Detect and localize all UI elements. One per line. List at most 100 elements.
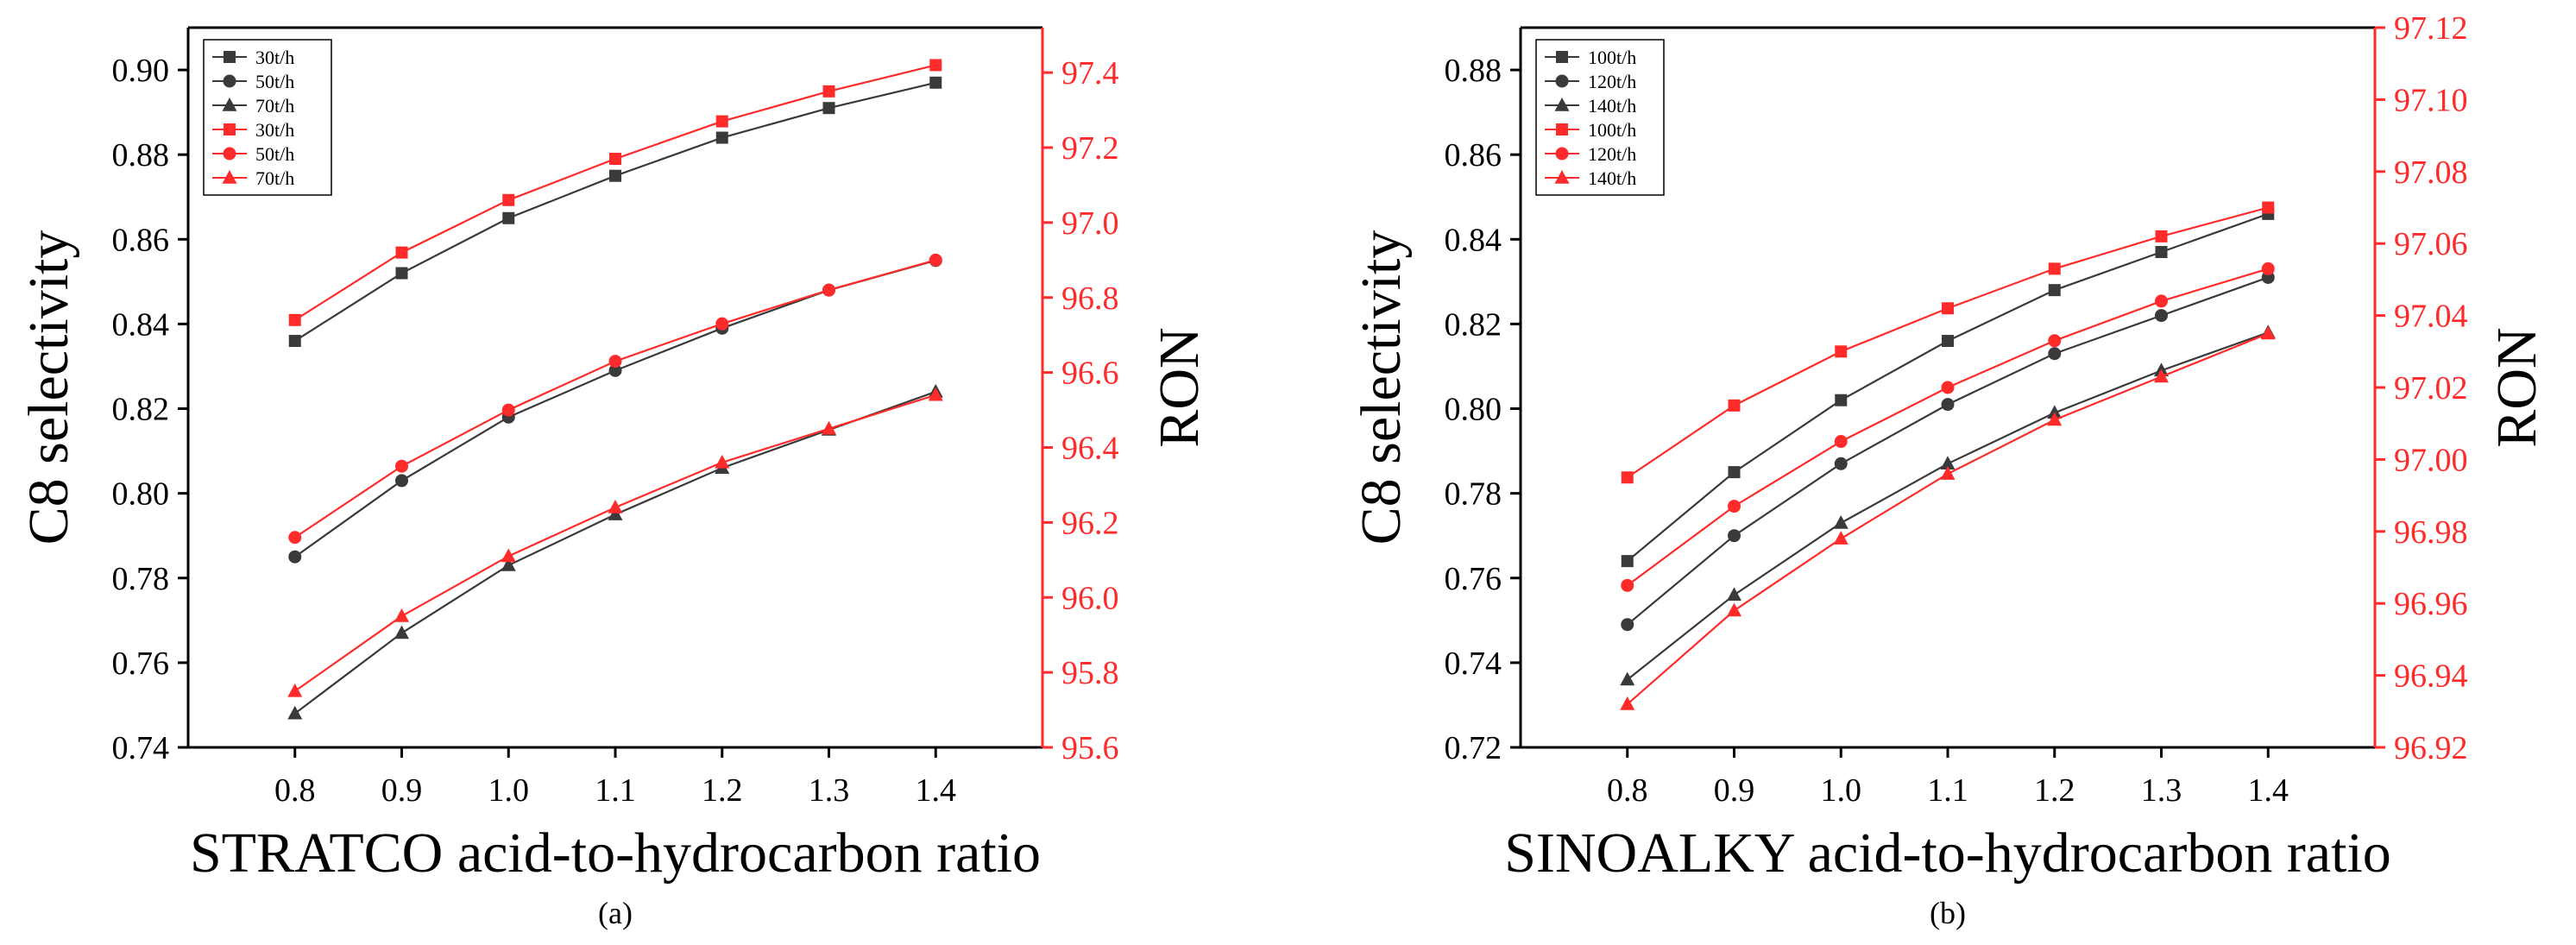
data-point: [2048, 284, 2061, 297]
data-point: [715, 454, 730, 469]
y-axis-title: C8 selectivity: [17, 230, 80, 545]
legend-marker: [1555, 147, 1569, 161]
x-tick-label: 1.3: [2141, 772, 2182, 809]
legend-box: [203, 39, 332, 196]
y2-tick-label: 96.2: [1061, 505, 1119, 541]
data-point: [1728, 529, 1741, 543]
y2-axis-title: RON: [2485, 327, 2548, 447]
data-point: [2261, 261, 2275, 275]
x-tick-label: 1.2: [2034, 772, 2075, 809]
data-point: [1728, 466, 1741, 479]
y-tick-label: 0.74: [112, 730, 170, 766]
y-tick-label: 0.76: [112, 646, 170, 682]
y-tick-label: 0.82: [1445, 306, 1502, 343]
x-tick-label: 1.2: [702, 772, 743, 809]
legend-marker: [1554, 98, 1570, 111]
y2-tick-label: 97.4: [1061, 55, 1119, 91]
legend-box: [1535, 39, 1665, 196]
x-tick-label: 0.8: [1607, 772, 1648, 809]
y-tick-label: 0.84: [112, 306, 170, 343]
data-point: [929, 59, 942, 72]
data-point: [395, 246, 408, 259]
y2-axis-title: RON: [1148, 327, 1211, 447]
data-point: [502, 193, 515, 206]
data-point: [2047, 405, 2063, 419]
legend-marker: [1556, 123, 1568, 135]
legend-marker: [1554, 170, 1570, 184]
y-tick-label: 0.82: [112, 392, 170, 428]
y2-tick-label: 96.98: [2394, 514, 2468, 551]
data-point: [928, 387, 943, 401]
data-point: [929, 76, 942, 89]
data-point: [1940, 466, 1956, 480]
data-point: [822, 420, 836, 435]
data-point: [715, 317, 729, 331]
y2-tick-label: 96.6: [1061, 356, 1119, 392]
data-point: [715, 115, 728, 128]
legend-marker: [224, 123, 236, 135]
y2-tick-label: 96.4: [1061, 431, 1119, 467]
y-tick-label: 0.72: [1445, 730, 1502, 766]
legend-label: 140t/h: [1588, 95, 1636, 117]
x-tick-label: 1.4: [916, 772, 957, 809]
legend-label: 120t/h: [1588, 143, 1636, 165]
data-point: [929, 253, 942, 267]
legend-label: 30t/h: [255, 47, 294, 68]
series-line-right-70t/h: [294, 394, 936, 692]
y-axis-title: C8 selectivity: [1350, 230, 1413, 545]
data-point: [608, 507, 623, 520]
data-point: [2048, 347, 2062, 361]
y2-tick-label: 97.12: [2394, 10, 2468, 47]
data-point: [1942, 302, 1954, 315]
x-tick-label: 0.8: [274, 772, 316, 809]
data-point: [288, 550, 302, 564]
series-line-left-120t/h: [1627, 276, 2269, 626]
data-point: [822, 85, 835, 98]
data-point: [609, 169, 621, 182]
data-point: [394, 608, 409, 622]
series-line-right-30t/h: [294, 64, 936, 321]
legend-label: 30t/h: [255, 119, 294, 141]
chart-panel-a: 0.8 0.9 1.0 1.1 1.2 1.3 1.4 0.74 0.76 0.78 0.80 0.8…: [17, 26, 1211, 930]
data-point: [394, 625, 409, 639]
data-point: [2155, 230, 2168, 243]
data-point: [2262, 201, 2275, 214]
legend-label: 70t/h: [255, 167, 294, 189]
x-tick-label: 1.0: [1821, 772, 1862, 809]
data-point: [1728, 399, 1741, 412]
legend-marker: [1555, 74, 1569, 88]
x-tick-label: 1.0: [488, 772, 530, 809]
data-point: [2155, 309, 2168, 323]
x-tick-label: 1.1: [595, 772, 636, 809]
y-tick-label: 0.78: [112, 561, 170, 597]
data-point: [1621, 578, 1634, 592]
y2-tick-label: 97.00: [2394, 442, 2468, 478]
y2-tick-label: 96.0: [1061, 580, 1119, 616]
legend-marker: [222, 170, 237, 184]
y2-tick-label: 97.10: [2394, 82, 2468, 118]
x-axis-title: STRATCO acid-to-hydrocarbon ratio: [190, 822, 1041, 885]
series-line-left-70t/h: [294, 390, 936, 715]
y2-tick-label: 97.08: [2394, 154, 2468, 191]
data-point: [2154, 369, 2169, 383]
data-point: [1941, 398, 1955, 412]
data-point: [1621, 618, 1634, 632]
data-point: [2155, 294, 2168, 308]
x-tick-label: 1.3: [809, 772, 850, 809]
y-tick-label: 0.90: [112, 53, 170, 89]
data-point: [2047, 412, 2063, 426]
data-point: [287, 705, 303, 720]
data-point: [287, 683, 303, 697]
legend-label: 50t/h: [255, 71, 294, 92]
x-tick-label: 1.4: [2248, 772, 2289, 809]
data-point: [501, 558, 516, 571]
legend-marker: [223, 147, 236, 161]
y-tick-label: 0.84: [1445, 222, 1502, 258]
data-point: [2048, 334, 2062, 348]
panel-label: (b): [1930, 896, 1966, 930]
data-point: [288, 531, 302, 545]
legend-label: 50t/h: [255, 143, 294, 165]
panel-label: (a): [598, 896, 633, 930]
y-tick-label: 0.78: [1445, 476, 1502, 513]
